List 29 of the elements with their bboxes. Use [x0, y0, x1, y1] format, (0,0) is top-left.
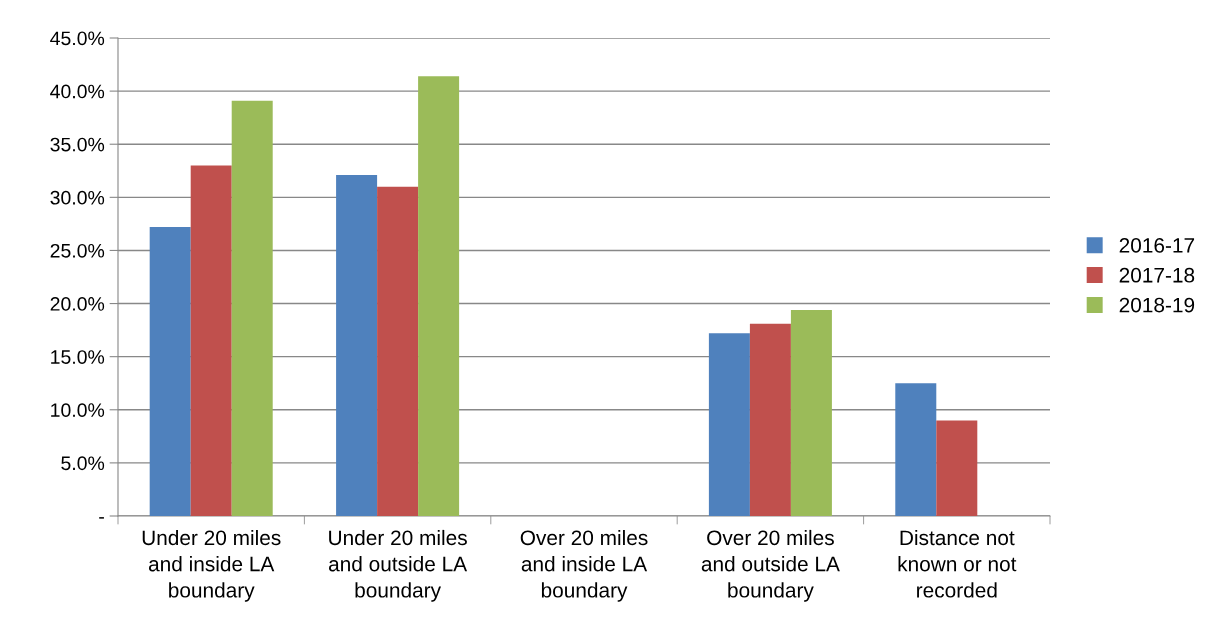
y-tick-label: 45.0%: [50, 31, 105, 46]
bar: [190, 165, 232, 516]
legend-label: 2018-19: [1119, 297, 1195, 313]
bar: [149, 227, 191, 516]
bar: [936, 420, 978, 516]
y-tick-label: 40.0%: [50, 84, 105, 99]
y-tick-label: 25.0%: [50, 243, 105, 258]
bar: [418, 76, 460, 516]
x-tick-label: Distance not known or not recorded: [898, 529, 1017, 598]
y-tick-label: 35.0%: [50, 137, 105, 152]
bar: [377, 186, 419, 516]
bar: [749, 323, 791, 516]
y-tick-label: 10.0%: [51, 403, 105, 418]
x-tick-label: Over 20 miles and outside LA boundary: [701, 529, 840, 602]
bar: [790, 309, 832, 516]
x-tick-label: Over 20 miles and inside LA boundary: [520, 529, 648, 602]
y-tick-label: 30.0%: [50, 190, 105, 205]
bar: [336, 175, 378, 516]
y-tick-label: 5.0%: [61, 456, 105, 471]
y-tick-label: 15.0%: [51, 350, 105, 364]
x-tick-label: Under 20 miles and inside LA boundary: [142, 529, 281, 602]
y-tick-label: 20.0%: [50, 297, 105, 311]
legend-label: 2016-17: [1119, 238, 1195, 253]
bar: [895, 383, 937, 516]
x-tick-label: Under 20 miles and outside LA boundary: [328, 529, 468, 602]
y-tick-label: -: [99, 517, 104, 519]
legend-label: 2017-18: [1119, 267, 1195, 283]
bar: [708, 333, 750, 516]
bar: [231, 100, 273, 516]
